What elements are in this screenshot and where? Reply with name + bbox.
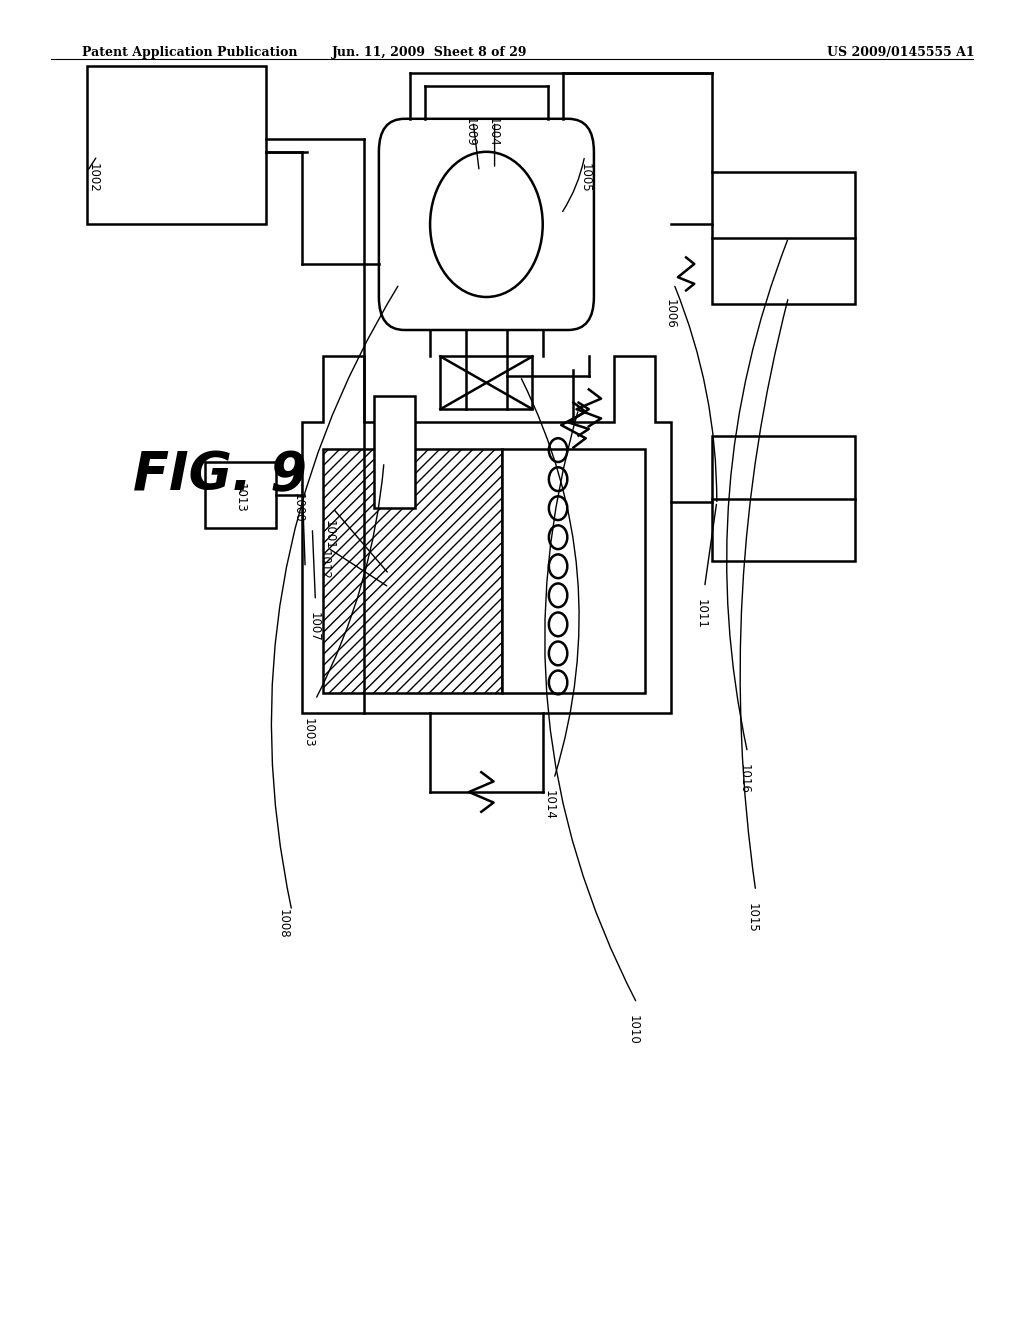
FancyBboxPatch shape [440,356,532,409]
Text: 1007: 1007 [307,612,321,642]
Text: 1004: 1004 [486,117,500,147]
Text: 1008: 1008 [276,909,290,939]
Text: US 2009/0145555 A1: US 2009/0145555 A1 [827,46,975,59]
Text: 1016: 1016 [737,764,751,793]
FancyBboxPatch shape [379,119,594,330]
Text: 1011: 1011 [694,599,708,628]
FancyBboxPatch shape [712,172,855,304]
FancyBboxPatch shape [87,66,266,224]
Text: 1001: 1001 [323,520,336,549]
Text: 1006: 1006 [664,300,677,329]
Text: FIG. 9: FIG. 9 [133,449,307,502]
Text: 1014: 1014 [543,791,556,820]
Text: 1010: 1010 [627,1015,640,1044]
Bar [374,396,415,508]
Text: 1003: 1003 [302,718,315,747]
Text: 1002: 1002 [87,164,100,193]
FancyBboxPatch shape [712,436,855,561]
Text: 1000: 1000 [292,494,305,523]
Text: Patent Application Publication: Patent Application Publication [82,46,297,59]
Text: 1013: 1013 [233,483,247,512]
Text: Jun. 11, 2009  Sheet 8 of 29: Jun. 11, 2009 Sheet 8 of 29 [333,46,527,59]
Text: 1009: 1009 [464,117,477,147]
Text: 1005: 1005 [579,164,592,193]
Bar [323,449,502,693]
Bar [502,449,645,693]
Text: 1015: 1015 [745,903,759,932]
FancyBboxPatch shape [205,462,276,528]
Text: 1012: 1012 [317,550,331,579]
